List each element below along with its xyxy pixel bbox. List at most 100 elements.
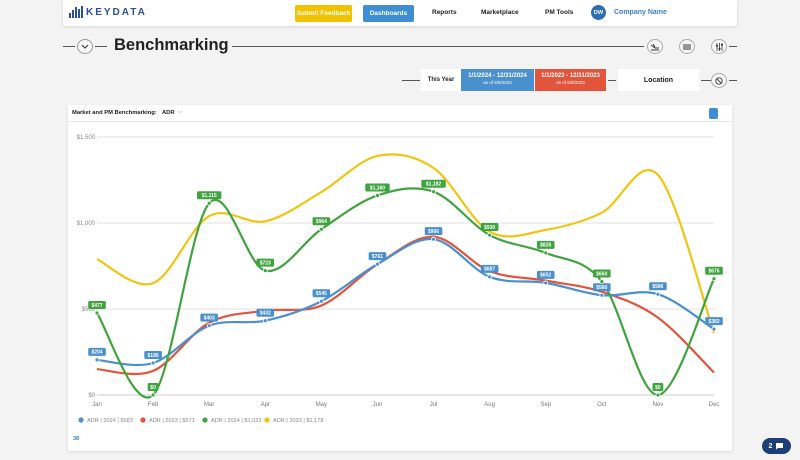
data-label: $1,182 xyxy=(426,181,442,187)
data-label-bg xyxy=(88,347,106,356)
range-2024-asof: as of 5/9/2024 xyxy=(483,80,512,85)
company-name[interactable]: Company Name xyxy=(614,9,667,16)
x-tick-label: Mar xyxy=(204,402,214,408)
menu-button[interactable] xyxy=(679,39,695,54)
data-label-bg xyxy=(144,351,162,360)
benchmark-chart-card: Market and PM Benchmarking: ADR ⌵ $0 $500… xyxy=(68,105,732,451)
series-line xyxy=(96,238,715,367)
data-point xyxy=(206,323,212,329)
data-label: $186 xyxy=(148,353,159,359)
data-label: $906 xyxy=(428,229,439,235)
airplane-icon xyxy=(650,43,659,50)
x-tick-label: Feb xyxy=(148,402,159,408)
data-point xyxy=(711,326,717,332)
page-title: Benchmarking xyxy=(114,36,229,54)
data-label: $1,115 xyxy=(202,193,217,199)
data-point xyxy=(655,392,661,398)
data-point xyxy=(94,310,100,316)
divider xyxy=(95,46,107,47)
data-label-bg xyxy=(649,282,667,291)
data-label-bg xyxy=(256,308,275,317)
data-label: $0 xyxy=(150,385,156,391)
data-label-bg xyxy=(365,183,390,192)
y-tick-label: $500 xyxy=(82,307,96,313)
series-line xyxy=(96,187,715,399)
data-point xyxy=(318,226,324,232)
data-label: $676 xyxy=(708,269,719,275)
location-filter[interactable]: Location xyxy=(618,69,699,91)
metric-select[interactable]: ADR xyxy=(162,110,175,116)
collapse-toggle-button[interactable] xyxy=(77,39,93,54)
keydata-logo[interactable]: KEYDATA xyxy=(69,6,147,18)
data-point xyxy=(94,357,100,363)
submit-feedback-button[interactable]: Submit Feedback xyxy=(295,5,352,22)
data-label-bg xyxy=(312,217,331,226)
data-label-bg xyxy=(652,383,664,391)
x-tick-label: Jul xyxy=(430,402,438,408)
data-label-bg xyxy=(312,289,331,298)
help-count: 2 xyxy=(768,442,773,450)
data-label: $586 xyxy=(652,284,663,290)
legend-marker xyxy=(78,417,84,423)
data-point xyxy=(375,193,380,198)
menu-icon xyxy=(683,44,691,49)
top-nav: KEYDATA Submit Feedback Dashboards Repor… xyxy=(63,0,737,26)
data-point xyxy=(487,274,493,280)
nav-marketplace[interactable]: Marketplace xyxy=(481,9,519,16)
data-point xyxy=(711,276,717,282)
card-toggle-button[interactable] xyxy=(709,108,718,119)
legend-label: ADR | 2024 | $1,033 xyxy=(211,418,262,424)
data-label-bg xyxy=(593,283,611,292)
x-tick-label: Aug xyxy=(484,402,495,408)
data-point xyxy=(206,200,212,206)
flight-compare-button[interactable] xyxy=(647,39,663,54)
divider xyxy=(729,46,737,47)
data-point xyxy=(655,291,661,297)
nav-pm-tools[interactable]: PM Tools xyxy=(545,9,574,16)
x-tick-label: May xyxy=(316,402,327,408)
data-label-bg xyxy=(480,223,499,232)
data-label: $0 xyxy=(655,385,661,391)
divider xyxy=(63,46,75,47)
x-tick-label: Oct xyxy=(597,402,607,408)
x-tick-label: Jan xyxy=(92,402,102,408)
data-point xyxy=(543,280,549,286)
date-range-2023[interactable]: 1/1/2023 - 12/31/2023 as of 5/9/2023 xyxy=(535,69,606,91)
data-label-bg xyxy=(480,264,499,273)
data-point xyxy=(487,232,493,238)
legend-marker xyxy=(202,417,208,423)
nav-reports[interactable]: Reports xyxy=(432,9,457,16)
range-2023-dates: 1/1/2023 - 12/31/2023 xyxy=(541,73,600,79)
data-label: $545 xyxy=(316,291,327,297)
chevron-down-icon[interactable]: ⌵ xyxy=(178,109,183,115)
series-line xyxy=(96,153,716,334)
data-label: $383 xyxy=(708,319,719,325)
this-year-tab[interactable]: This Year xyxy=(421,69,461,91)
data-label-bg xyxy=(256,258,275,267)
legend-label: ADR | 2024 | $583 xyxy=(87,418,133,424)
adr-line-chart: $0 $500 $1,000 $1,500 Jan Feb Mar Apr May Jun Jul A… xyxy=(77,135,723,424)
range-2024-dates: 1/1/2024 - 12/31/2024 xyxy=(468,73,527,79)
data-label-bg xyxy=(536,240,555,249)
data-label-bg xyxy=(196,191,222,200)
data-label: $204 xyxy=(91,350,102,356)
data-label: $964 xyxy=(316,219,327,225)
clear-filter-button[interactable] xyxy=(711,73,727,88)
footer-link[interactable]: 38 xyxy=(73,436,80,442)
date-range-2024[interactable]: 1/1/2024 - 12/31/2024 as of 5/9/2024 xyxy=(461,69,534,91)
data-label: $477 xyxy=(91,303,102,309)
range-2023-asof: as of 5/9/2023 xyxy=(556,80,585,85)
data-label: $1,160 xyxy=(370,185,386,191)
nav-dashboards[interactable]: Dashboards xyxy=(363,5,414,22)
legend-label: ADR | 2023 | $571 xyxy=(149,418,195,424)
data-label-bg xyxy=(536,270,555,279)
settings-button[interactable] xyxy=(711,39,727,54)
data-point xyxy=(599,279,605,284)
data-label-bg xyxy=(200,313,218,322)
block-icon xyxy=(715,76,723,85)
data-label: $660 xyxy=(596,271,607,277)
data-label-bg xyxy=(705,317,723,326)
card-header: Market and PM Benchmarking: ADR ⌵ xyxy=(68,105,732,122)
help-button[interactable]: 2 xyxy=(762,438,791,454)
avatar[interactable]: DW xyxy=(591,5,606,20)
